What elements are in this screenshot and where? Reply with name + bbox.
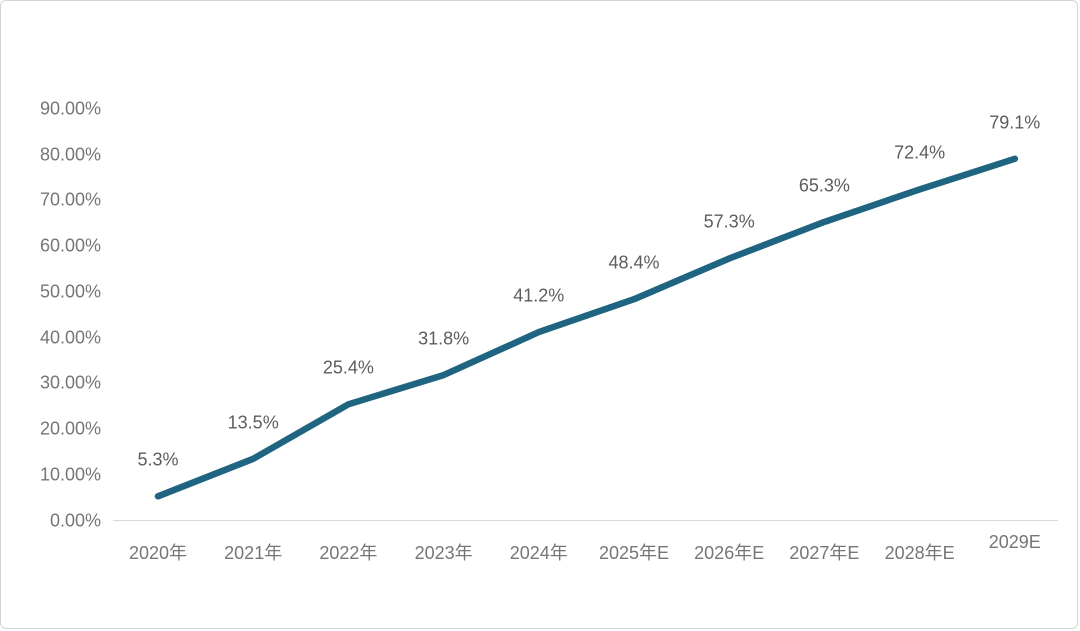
x-tick-label: 2027年E [789,543,860,563]
data-label: 65.3% [798,175,850,196]
x-tick-label: 2021年 [224,543,283,563]
x-tick-label: 2023年 [414,543,473,563]
data-label: 31.8% [418,328,470,349]
data-label: 5.3% [137,449,179,470]
data-label: 13.5% [227,412,279,433]
data-label: 41.2% [513,285,565,306]
y-tick-label: 50.00% [39,281,101,302]
series-line [154,155,1019,500]
y-tick-label: 90.00% [39,98,101,119]
data-label: 25.4% [322,357,374,378]
y-tick-label: 20.00% [39,418,101,439]
x-tick-label: 2026年E [694,543,765,563]
y-tick-label: 30.00% [39,372,101,393]
data-label: 48.4% [608,252,660,273]
x-tick-label: 2025年E [598,543,670,563]
x-tick-label: 2028年E [884,543,955,563]
x-tick-label: 2020年 [128,543,188,563]
y-tick-label: 60.00% [39,235,101,256]
data-label: 72.4% [894,142,946,163]
y-tick-label: 70.00% [39,189,101,210]
data-label: 79.1% [989,112,1041,133]
y-tick-label: 40.00% [39,327,101,348]
y-tick-label: 10.00% [39,464,101,485]
x-tick-label: 2024年 [509,543,568,563]
x-tick-label: 2029E [988,532,1041,552]
x-axis-line [113,520,1058,521]
y-tick-label: 80.00% [39,144,101,165]
data-label: 57.3% [703,211,755,232]
y-tick-label: 0.00% [49,510,101,530]
x-tick-label: 2022年 [319,543,378,563]
